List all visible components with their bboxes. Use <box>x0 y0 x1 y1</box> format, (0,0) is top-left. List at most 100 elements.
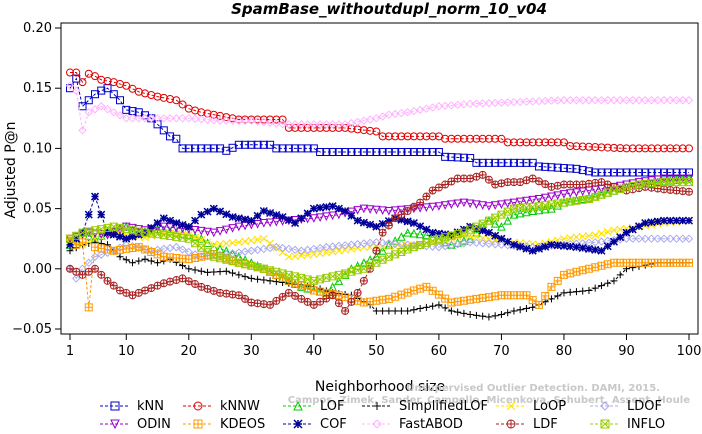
data-point <box>409 148 418 157</box>
legend-item-LDF: LDF <box>496 417 558 432</box>
data-point <box>234 238 243 247</box>
data-point <box>209 144 218 153</box>
data-point <box>485 313 493 321</box>
data-point <box>453 100 462 110</box>
legend-item-LOF: LOF <box>283 399 345 414</box>
data-point <box>503 138 512 147</box>
data-point <box>209 204 218 213</box>
data-point <box>490 240 500 249</box>
legend-item-KDEOS: KDEOS <box>183 417 265 432</box>
data-point <box>222 267 230 275</box>
data-point <box>365 255 375 264</box>
data-point <box>291 144 300 153</box>
data-point <box>209 116 219 125</box>
data-point <box>534 138 543 147</box>
data-point <box>284 244 294 254</box>
data-point <box>228 116 237 125</box>
data-point <box>359 126 368 135</box>
y-tick-label: 0.05 <box>23 202 52 217</box>
data-point <box>278 144 287 153</box>
data-point <box>634 168 643 177</box>
data-point <box>247 116 256 125</box>
data-point <box>659 234 669 243</box>
data-point <box>560 234 568 243</box>
data-point <box>159 93 168 102</box>
legend-item-LDOF: LDOF <box>590 399 662 414</box>
data-point <box>115 232 125 241</box>
data-point <box>373 402 381 410</box>
data-point <box>235 271 243 279</box>
data-point <box>65 81 75 90</box>
data-point <box>172 242 181 252</box>
data-point <box>672 144 681 153</box>
data-point <box>91 72 100 81</box>
data-point <box>609 237 619 246</box>
data-point <box>578 244 587 253</box>
data-point <box>216 207 225 216</box>
data-point <box>272 119 281 128</box>
data-point <box>203 238 212 247</box>
data-point <box>72 74 81 83</box>
data-point <box>153 114 162 123</box>
data-point <box>447 153 456 162</box>
data-point <box>685 178 693 187</box>
data-point <box>378 246 387 255</box>
data-point <box>372 238 381 247</box>
y-tick-label: 0.20 <box>23 21 52 36</box>
data-point <box>210 268 218 276</box>
data-point <box>616 271 624 279</box>
data-point <box>684 216 694 225</box>
data-point <box>591 284 599 292</box>
watermark: Unsupervised Outlier Detection. DAMI, 20… <box>288 383 690 406</box>
data-point <box>103 228 112 237</box>
data-point <box>284 252 293 261</box>
data-point <box>616 233 625 242</box>
data-point <box>572 233 581 242</box>
data-point <box>91 234 99 243</box>
data-point <box>510 307 518 315</box>
data-point <box>347 245 356 253</box>
data-point <box>234 214 243 223</box>
data-point <box>378 112 387 121</box>
data-point <box>222 239 231 248</box>
data-point <box>384 207 394 216</box>
data-point <box>197 267 205 275</box>
data-point <box>553 276 562 285</box>
data-point <box>372 419 382 429</box>
data-point <box>265 118 275 128</box>
data-point <box>466 134 475 143</box>
data-point <box>203 207 212 216</box>
series-FastABOD <box>65 81 694 135</box>
data-point <box>591 238 600 247</box>
data-point <box>366 243 374 251</box>
data-point <box>397 307 405 315</box>
data-point <box>666 96 675 105</box>
data-point <box>372 222 381 231</box>
data-point <box>353 148 362 157</box>
data-point <box>266 277 274 285</box>
data-point <box>491 134 500 143</box>
legend-item-kNN: kNN <box>100 399 164 414</box>
data-point <box>153 224 162 234</box>
data-point <box>506 401 516 411</box>
data-point <box>353 239 362 249</box>
data-point <box>216 111 225 120</box>
data-point <box>229 269 237 277</box>
data-point <box>403 207 412 215</box>
data-point <box>554 292 562 300</box>
data-point <box>572 243 581 252</box>
data-point <box>503 216 512 225</box>
data-point <box>328 202 337 211</box>
data-point <box>459 134 468 143</box>
data-point <box>116 253 124 261</box>
data-point <box>390 206 400 216</box>
data-point <box>247 140 256 149</box>
data-point <box>597 282 605 290</box>
data-point <box>540 96 550 106</box>
data-point <box>522 158 531 167</box>
data-point <box>197 144 206 153</box>
data-point <box>97 102 106 111</box>
data-point <box>154 259 162 267</box>
data-point <box>259 117 269 127</box>
data-point <box>328 120 337 129</box>
